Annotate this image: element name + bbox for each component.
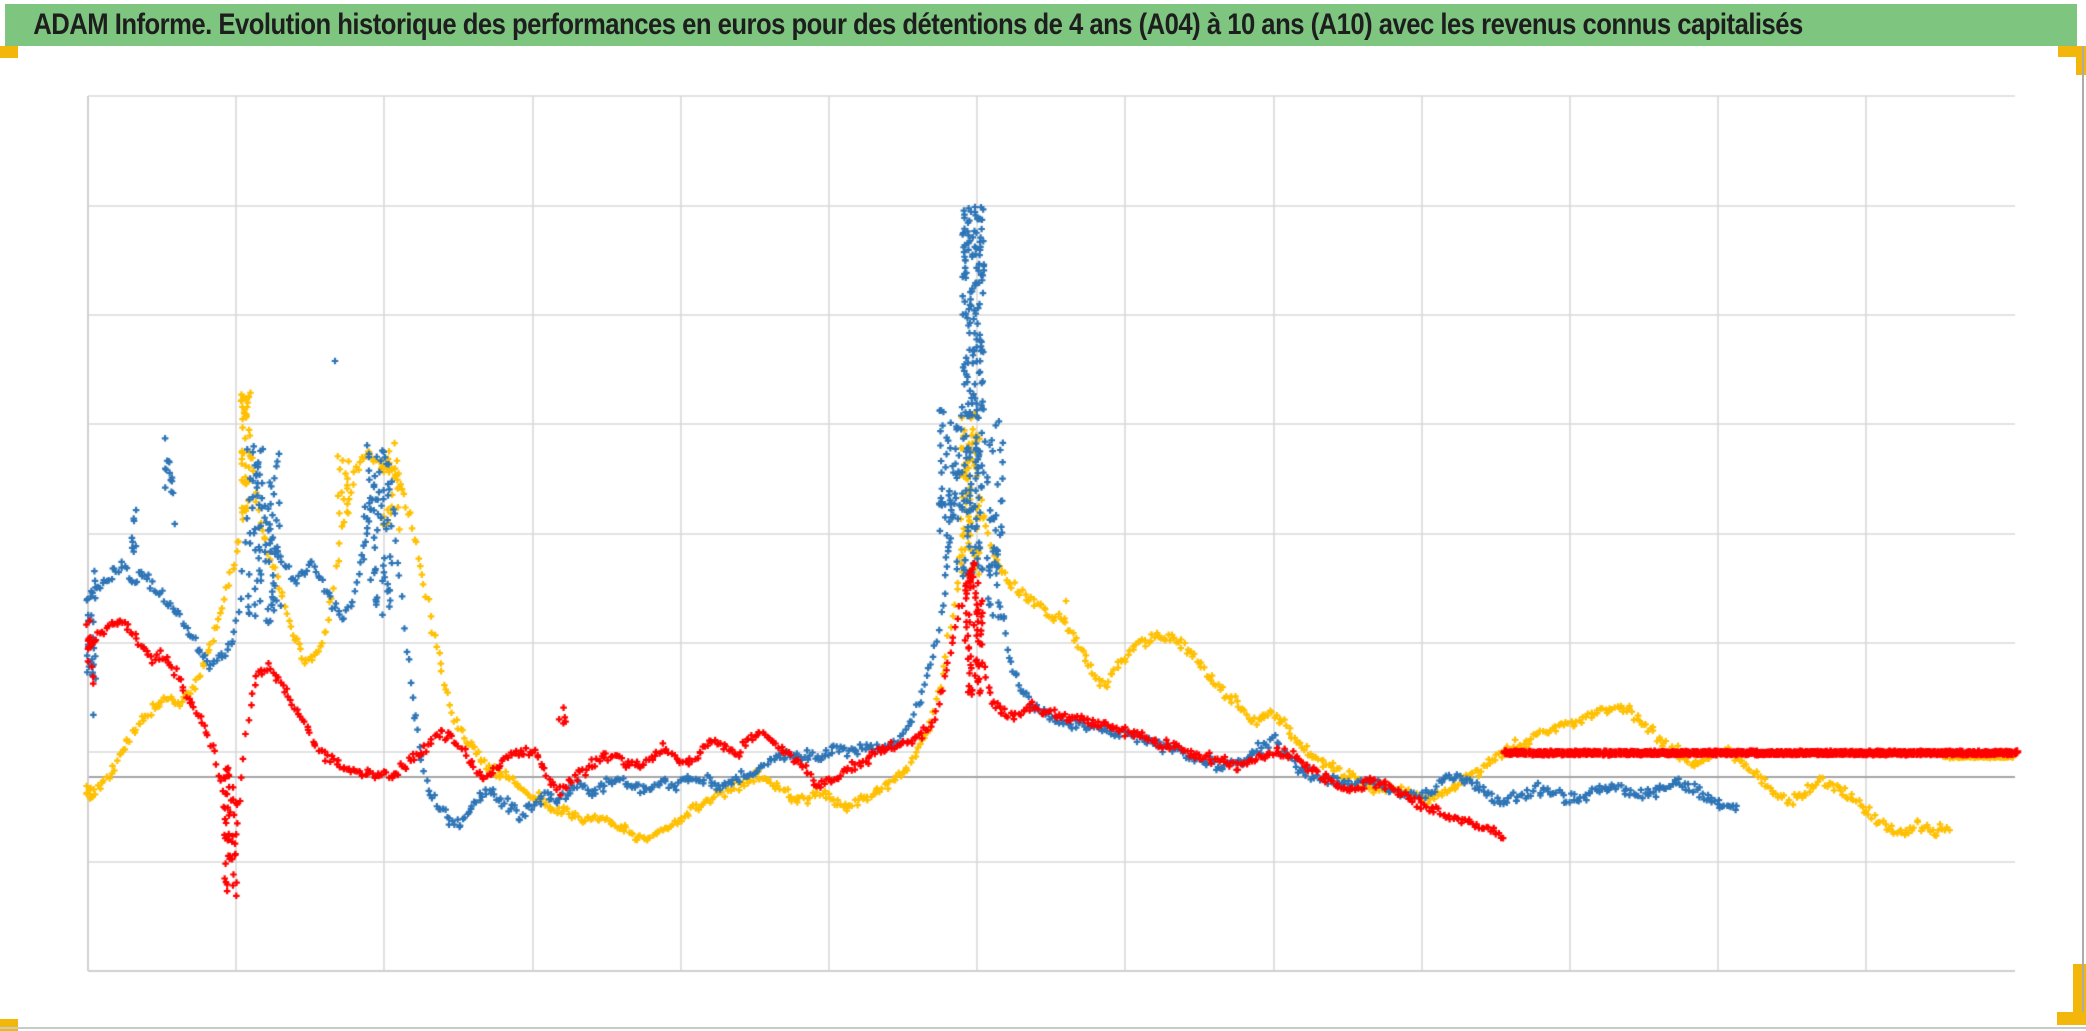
page-border-bottom	[0, 1027, 2086, 1029]
performance-history-chart[interactable]	[0, 50, 2086, 1010]
header-bar: ADAM Informe. Evolution historique des p…	[5, 4, 2077, 46]
scatter-chart-canvas	[0, 50, 2086, 1010]
corner-accent-bottom-right-foot	[2057, 1012, 2086, 1025]
page-title: ADAM Informe. Evolution historique des p…	[33, 8, 1803, 41]
corner-accent-bottom-left	[0, 1019, 18, 1031]
